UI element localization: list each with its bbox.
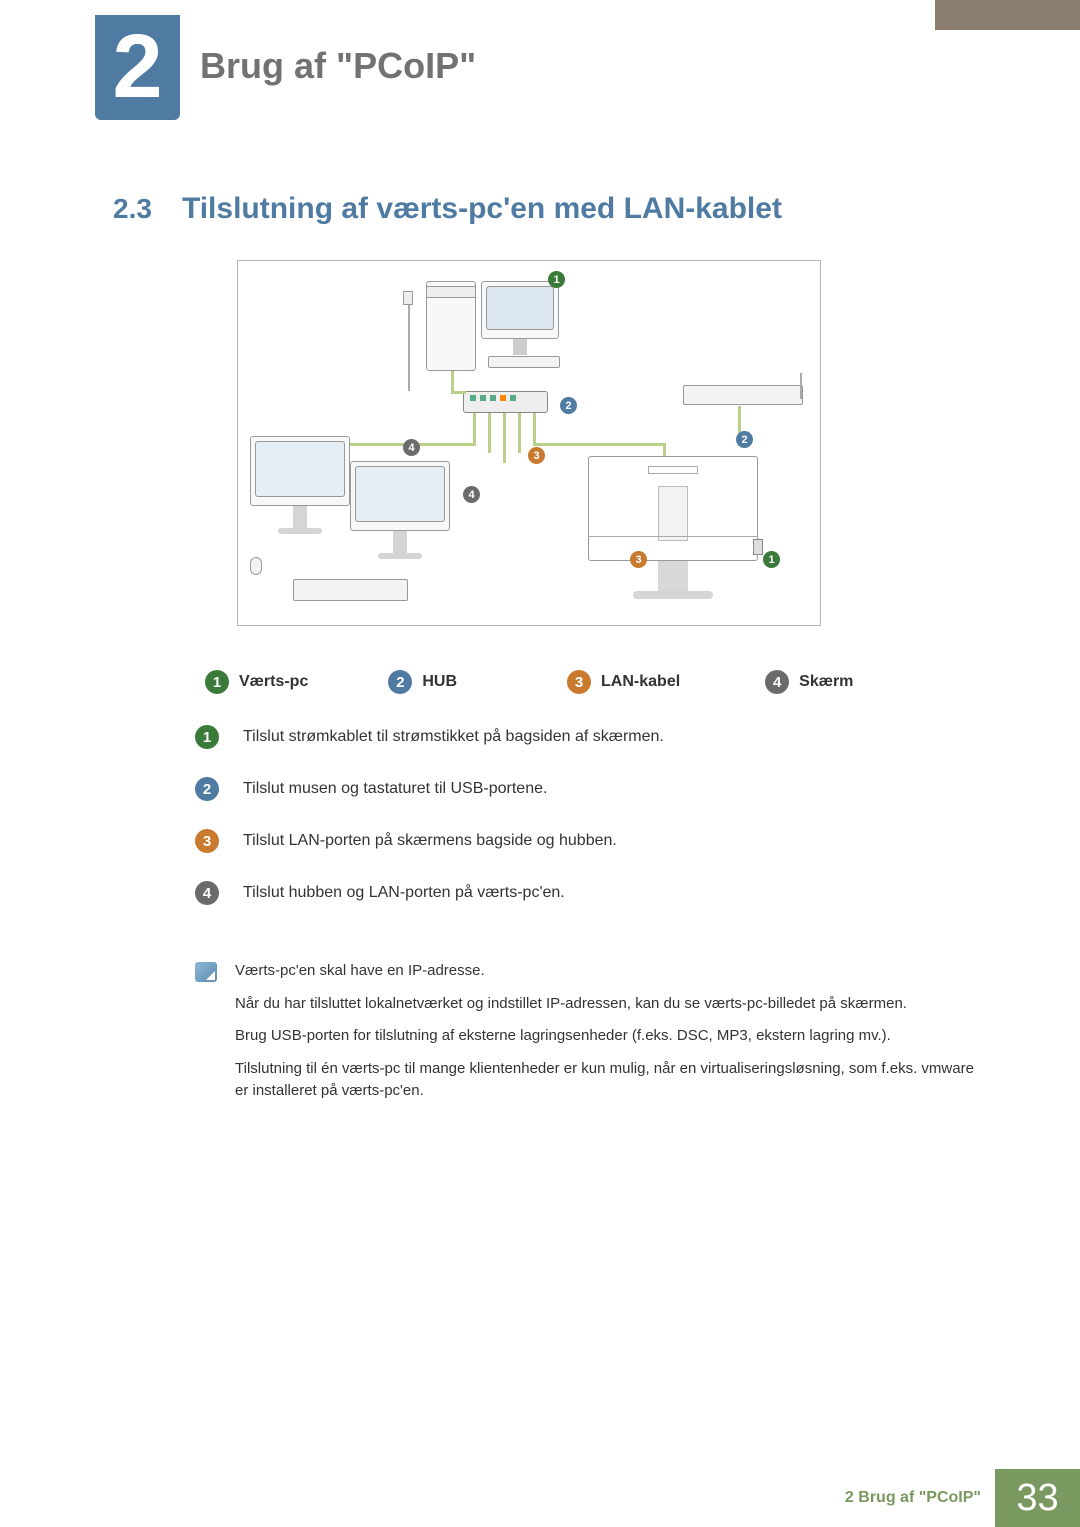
step-text: Tilslut LAN-porten på skærmens bagside o…	[243, 832, 617, 850]
diagram-marker: 1	[763, 551, 780, 568]
diagram-marker: 2	[736, 431, 753, 448]
step-row: 4 Tilslut hubben og LAN-porten på værts-p…	[195, 881, 664, 905]
note-line: Tilslutning til én værts-pc til mange kl…	[235, 1058, 985, 1103]
chapter-title: Brug af "PCoIP"	[200, 45, 476, 87]
step-row: 1 Tilslut strømkablet til strømstikket på…	[195, 725, 664, 749]
legend-badge: 3	[567, 670, 591, 694]
step-badge: 3	[195, 829, 219, 853]
note-line: Brug USB-porten for tilslutning af ekste…	[235, 1025, 985, 1048]
diagram-marker: 1	[548, 271, 565, 288]
legend-label: HUB	[422, 673, 457, 691]
legend-label: Skærm	[799, 673, 853, 691]
section-number: 2.3	[113, 193, 152, 225]
step-badge: 4	[195, 881, 219, 905]
legend-label: Værts-pc	[239, 673, 308, 691]
connection-diagram: 1 2 2 4 3 4 3 1	[237, 260, 821, 626]
footer: 2 Brug af "PCoIP" 33	[845, 1469, 1080, 1527]
footer-chapter-ref: 2 Brug af "PCoIP"	[845, 1489, 981, 1507]
note-icon	[195, 962, 217, 982]
legend-badge: 4	[765, 670, 789, 694]
diagram-marker: 4	[403, 439, 420, 456]
step-text: Tilslut hubben og LAN-porten på værts-pc…	[243, 884, 565, 902]
note-line: Når du har tilsluttet lokalnetværket og …	[235, 993, 985, 1016]
step-row: 3 Tilslut LAN-porten på skærmens bagside …	[195, 829, 664, 853]
legend-item: 3 LAN-kabel	[567, 670, 680, 694]
legend-badge: 1	[205, 670, 229, 694]
diagram-marker: 2	[560, 397, 577, 414]
diagram-marker: 3	[630, 551, 647, 568]
legend-label: LAN-kabel	[601, 673, 680, 691]
legend-item: 2 HUB	[388, 670, 457, 694]
diagram-marker: 4	[463, 486, 480, 503]
note-line: Værts-pc'en skal have en IP-adresse.	[235, 960, 985, 983]
step-row: 2 Tilslut musen og tastaturet til USB-por…	[195, 777, 664, 801]
step-badge: 1	[195, 725, 219, 749]
legend-item: 4 Skærm	[765, 670, 853, 694]
diagram-marker: 3	[528, 447, 545, 464]
legend-item: 1 Værts-pc	[205, 670, 308, 694]
steps-list: 1 Tilslut strømkablet til strømstikket på…	[195, 725, 664, 933]
page-number: 33	[995, 1469, 1080, 1527]
step-text: Tilslut musen og tastaturet til USB-port…	[243, 780, 547, 798]
section-title: Tilslutning af værts-pc'en med LAN-kable…	[182, 192, 782, 226]
top-accent-bar	[935, 0, 1080, 30]
chapter-number-badge: 2	[95, 15, 180, 120]
step-badge: 2	[195, 777, 219, 801]
legend-badge: 2	[388, 670, 412, 694]
legend-row: 1 Værts-pc 2 HUB 3 LAN-kabel 4 Skærm	[205, 670, 933, 694]
step-text: Tilslut strømkablet til strømstikket på …	[243, 728, 664, 746]
note-block: Værts-pc'en skal have en IP-adresse. Når …	[195, 960, 985, 1113]
